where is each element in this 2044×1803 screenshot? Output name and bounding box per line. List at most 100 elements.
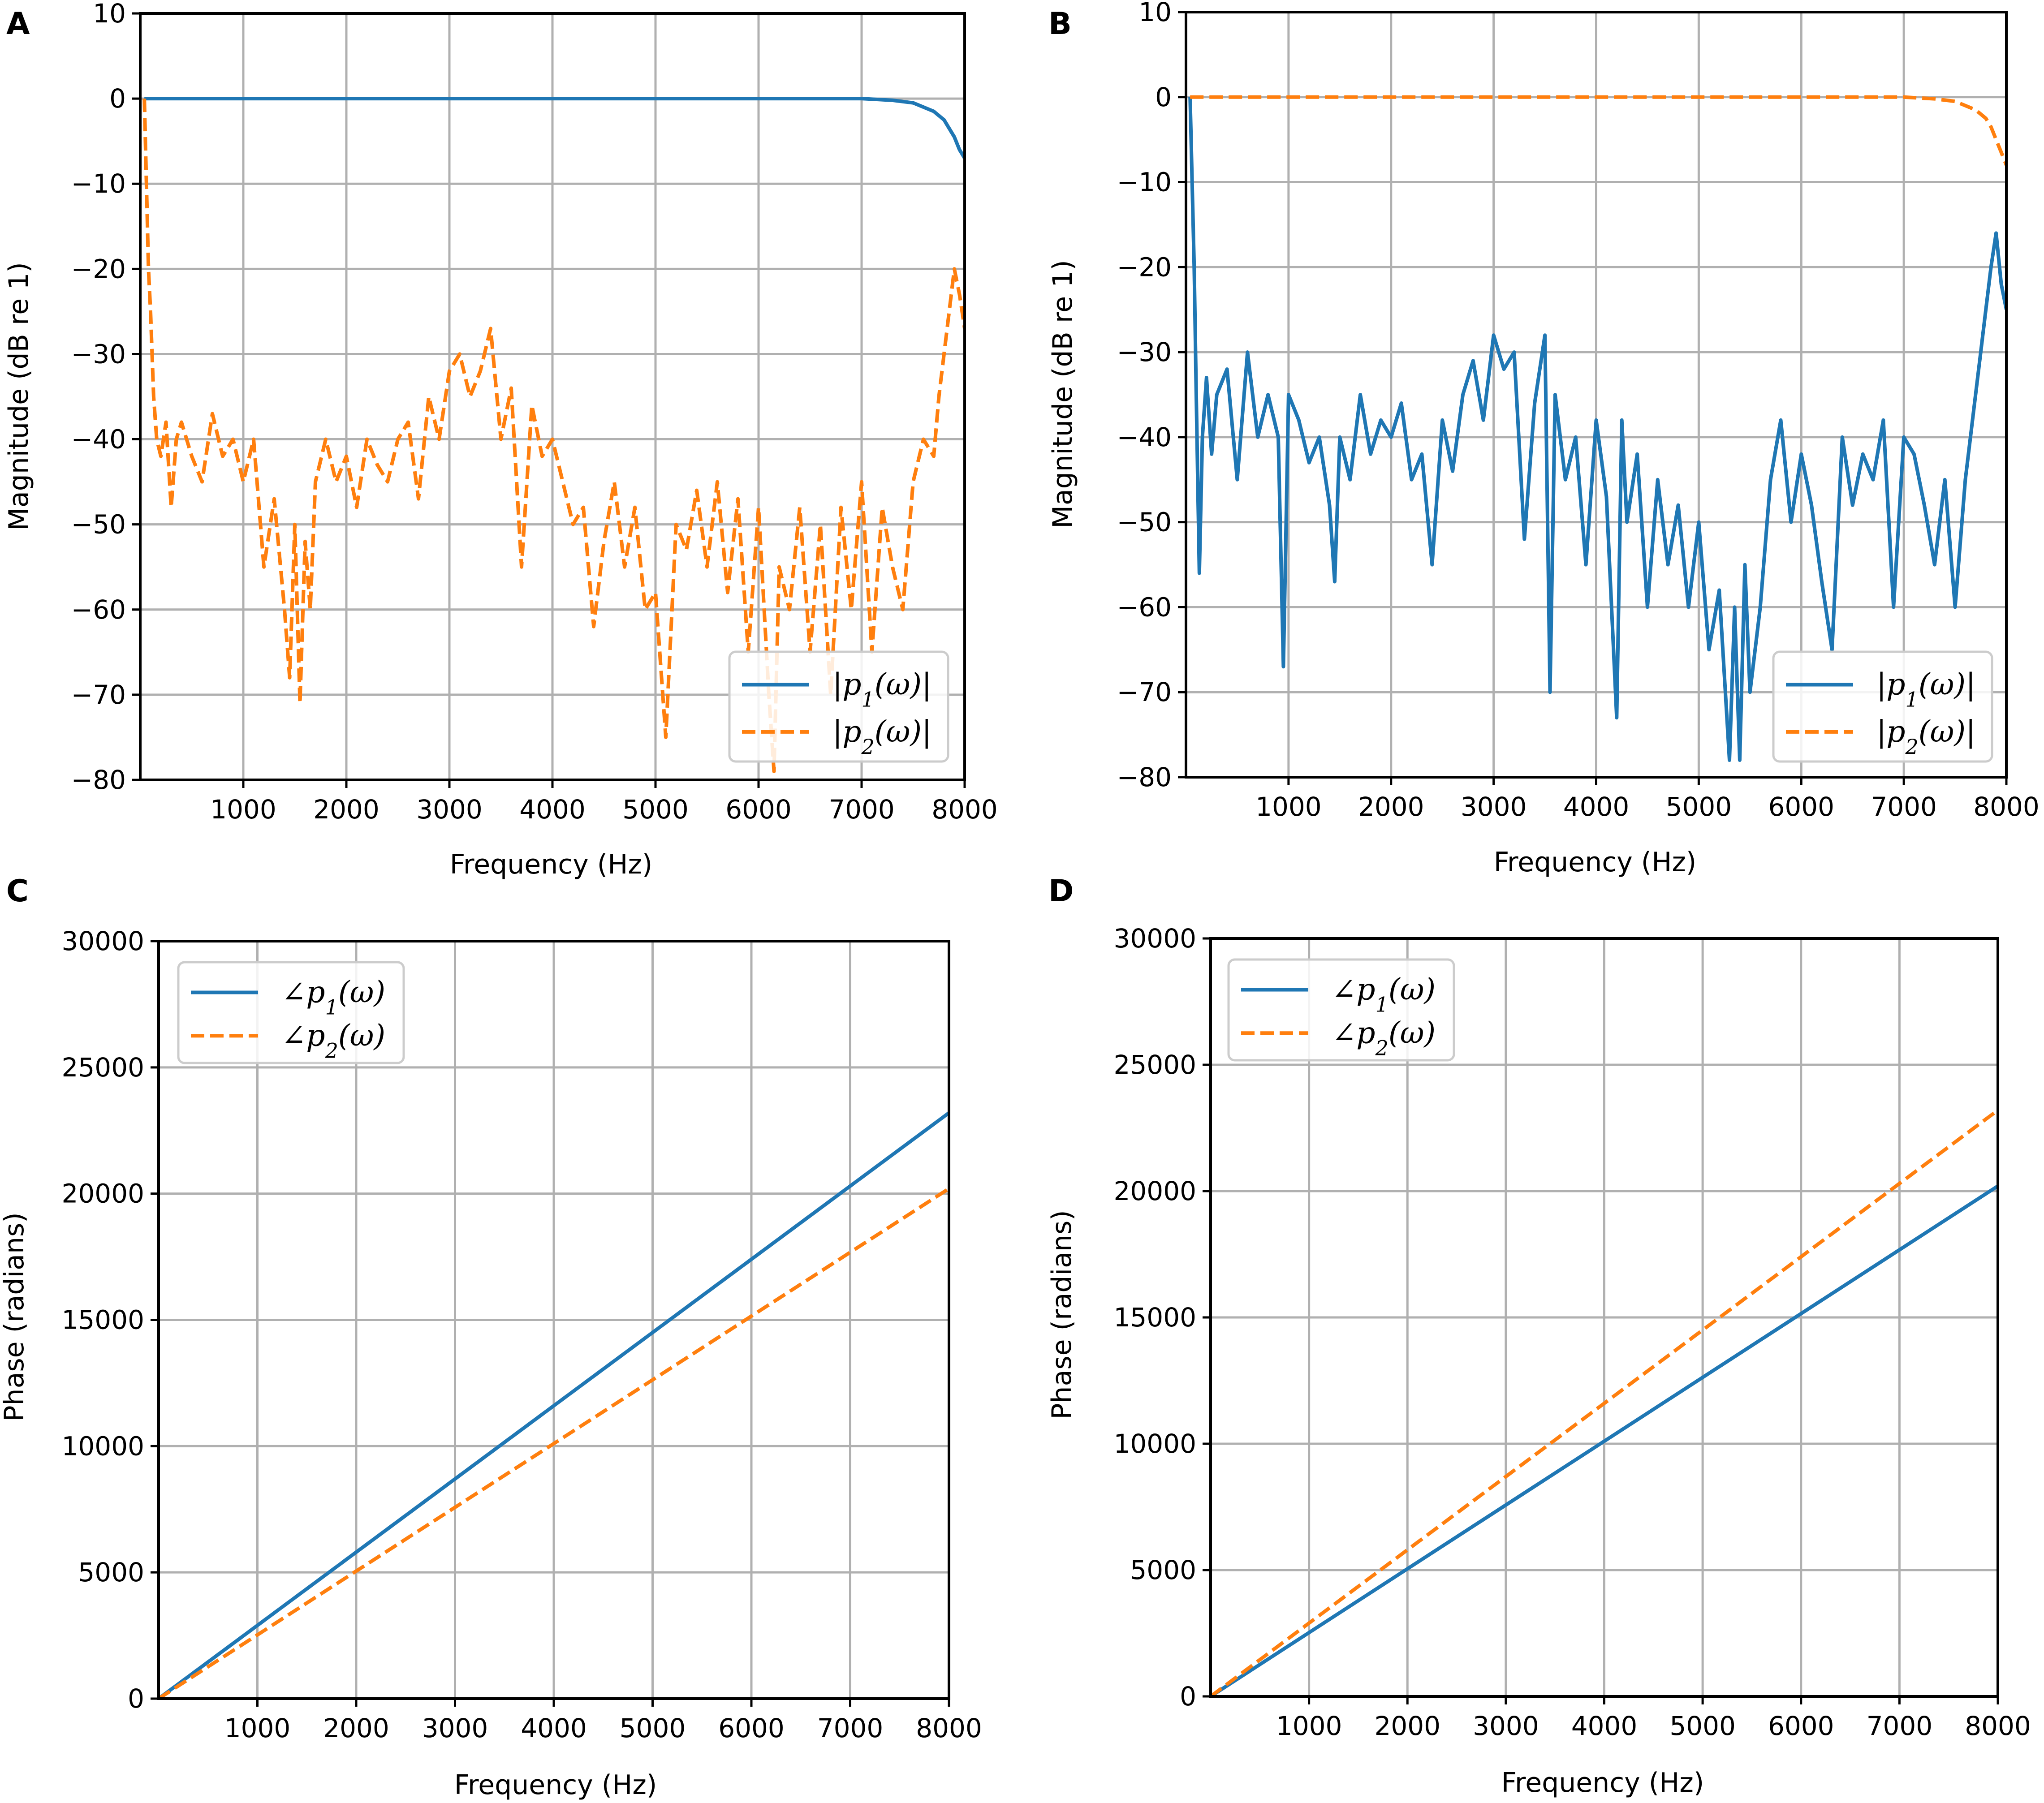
panel-c-y-tick-label: 10000: [61, 1431, 144, 1461]
panel-c-legend-label-p2: ∠p2(ω): [281, 1018, 385, 1063]
panel-b-y-tick-label: −80: [1117, 762, 1172, 792]
panel-d-legend-label-p2: ∠p2(ω): [1332, 1016, 1436, 1060]
panel-c-y-tick-label: 25000: [61, 1052, 144, 1083]
panel-a: A 1000 2000 3000 4000 5000 6000 7000 8000 10 0 −10…: [3, 0, 998, 880]
panel-a-y-tick-label: −10: [71, 168, 126, 199]
panel-c: C 1000 2000 3000 4000 5000 6000 7000 8000 30000 2…: [0, 874, 982, 1801]
panel-d-y-tick-label: 25000: [1113, 1050, 1196, 1080]
panel-letter-a: A: [6, 6, 30, 42]
panel-b-y-tick-label: 10: [1138, 0, 1172, 27]
panel-c-series-p2-line: [159, 1187, 949, 1699]
panel-d-x-tick-label: 1000: [1276, 1711, 1342, 1741]
panel-d-y-tick-label: 15000: [1113, 1302, 1196, 1333]
panel-a-y-tick-label: −50: [71, 509, 126, 540]
panel-a-x-tick-label: 2000: [313, 794, 379, 825]
panel-a-legend-label-p2: |p2(ω)|: [832, 714, 931, 759]
panel-d: D 1000 2000 3000 4000 5000 6000 7000 8000 30000 2…: [1046, 874, 2031, 1799]
panel-a-legend-box: [728, 650, 949, 763]
panel-b-x-tick-label: 5000: [1666, 792, 1732, 822]
panel-b-legend: |p1(ω)||p2(ω)|: [1772, 650, 1993, 763]
panel-d-x-tick-label: 3000: [1473, 1711, 1539, 1741]
panel-b-y-tick-label: 0: [1155, 82, 1172, 112]
panel-c-y-tick-label: 15000: [61, 1305, 144, 1335]
panel-a-legend: |p1(ω)||p2(ω)|: [728, 650, 949, 763]
panel-a-x-tick-label: 7000: [828, 794, 895, 825]
panel-b-plot-area: 1000 2000 3000 4000 5000 6000 7000 8000 10 0 −10 −2…: [1117, 0, 2040, 822]
panel-d-legend: ∠p1(ω)∠p2(ω): [1227, 958, 1455, 1062]
panel-a-x-tick-label: 5000: [622, 794, 689, 825]
panel-b-y-tick-label: −40: [1117, 422, 1172, 452]
panel-d-x-tick-label: 6000: [1768, 1711, 1834, 1741]
panel-a-y-axis-label: Magnitude (dB re 1): [3, 262, 34, 531]
panel-c-y-tick-label: 0: [128, 1683, 144, 1714]
panel-b-y-tick-label: −30: [1117, 337, 1172, 367]
panel-c-legend-box: [177, 961, 405, 1064]
panel-c-x-tick-label: 2000: [323, 1713, 389, 1743]
panel-letter-b: B: [1048, 6, 1072, 42]
panel-c-series-group: [159, 1111, 949, 1699]
panel-a-y-tick-label: −70: [71, 680, 126, 710]
panel-c-plot-area: 1000 2000 3000 4000 5000 6000 7000 8000 30000 250…: [61, 926, 982, 1743]
panel-a-x-tick-label: 6000: [725, 794, 792, 825]
panel-c-y-tick-label: 5000: [78, 1557, 144, 1588]
panel-c-x-tick-label: 5000: [620, 1713, 686, 1743]
panel-a-x-axis-label: Frequency (Hz): [450, 849, 652, 880]
panel-b-y-tick-label: −60: [1117, 592, 1172, 622]
panel-b-x-tick-label: 4000: [1563, 792, 1630, 822]
panel-letter-d: D: [1048, 874, 1074, 909]
panel-b-x-tick-label: 1000: [1255, 792, 1322, 822]
panel-c-y-tick-label: 20000: [61, 1179, 144, 1209]
panel-a-x-tick-label: 4000: [519, 794, 586, 825]
panel-a-y-tick-label: −40: [71, 424, 126, 455]
panel-d-y-axis-label: Phase (radians): [1046, 1210, 1078, 1419]
panel-d-x-tick-label: 2000: [1374, 1711, 1440, 1741]
panel-c-series-p1-line: [159, 1111, 949, 1699]
panel-a-plot-area: 1000 2000 3000 4000 5000 6000 7000 8000 10 0 −10 −2…: [71, 0, 998, 825]
panel-a-y-tick-label: −20: [71, 254, 126, 284]
panel-d-x-tick-label: 8000: [1965, 1711, 2031, 1741]
panel-b-y-tick-label: −10: [1117, 167, 1172, 198]
panel-d-y-tick-label: 30000: [1113, 923, 1196, 954]
panel-a-y-tick-label: −30: [71, 339, 126, 369]
panel-c-y-tick-label: 30000: [61, 926, 144, 956]
panel-b-legend-label-p1: |p1(ω)|: [1876, 667, 1975, 712]
panel-a-y-tick-label: −60: [71, 594, 126, 625]
panel-c-x-tick-label: 4000: [521, 1713, 587, 1743]
panel-b-x-tick-label: 3000: [1461, 792, 1527, 822]
panel-b-x-tick-label: 6000: [1768, 792, 1834, 822]
panel-c-x-axis-label: Frequency (Hz): [454, 1769, 657, 1801]
panel-b: B 1000 2000 3000 4000 5000 6000 7000 8000 10 0 −10…: [1047, 0, 2040, 878]
panel-b-legend-label-p2: |p2(ω)|: [1876, 714, 1975, 759]
panel-d-plot-area: 1000 2000 3000 4000 5000 6000 7000 8000 30000 250…: [1113, 923, 2031, 1741]
panel-c-y-axis-label: Phase (radians): [0, 1212, 30, 1421]
panel-a-x-tick-label: 1000: [210, 794, 276, 825]
panel-a-legend-label-p1: |p1(ω)|: [832, 667, 931, 712]
panel-a-x-tick-label: 3000: [416, 794, 483, 825]
panel-d-legend-label-p1: ∠p1(ω): [1332, 973, 1436, 1017]
panel-b-series-group: [1188, 95, 2006, 762]
panel-a-y-tick-label: 10: [93, 0, 126, 29]
panel-a-x-tick-label: 8000: [931, 794, 998, 825]
panel-b-y-tick-label: −20: [1117, 252, 1172, 282]
panel-a-series-group: [142, 97, 965, 773]
panel-d-x-tick-label: 7000: [1867, 1711, 1933, 1741]
panel-d-series-p1-line: [1211, 1184, 1998, 1696]
panel-c-legend-label-p1: ∠p1(ω): [281, 975, 385, 1020]
panel-c-x-tick-label: 8000: [916, 1713, 982, 1743]
panel-a-y-tick-label: 0: [109, 83, 126, 114]
panel-d-x-tick-label: 4000: [1571, 1711, 1638, 1741]
panel-a-series-p2-line: [142, 99, 965, 773]
panel-b-x-tick-label: 7000: [1871, 792, 1937, 822]
panel-a-y-tick-label: −80: [71, 765, 126, 795]
panel-d-legend-box: [1227, 958, 1455, 1062]
panel-b-series-p1-line: [1188, 97, 2006, 762]
panel-c-x-tick-label: 1000: [224, 1713, 291, 1743]
panel-b-legend-box: [1772, 650, 1993, 763]
panel-b-x-axis-label: Frequency (Hz): [1494, 847, 1696, 878]
panel-d-y-tick-label: 5000: [1130, 1555, 1196, 1585]
panel-d-series-p2-line: [1211, 1109, 1998, 1696]
panel-d-x-tick-label: 5000: [1669, 1711, 1736, 1741]
panel-a-series-p1-line: [144, 97, 965, 159]
panel-b-x-tick-label: 8000: [1973, 792, 2040, 822]
